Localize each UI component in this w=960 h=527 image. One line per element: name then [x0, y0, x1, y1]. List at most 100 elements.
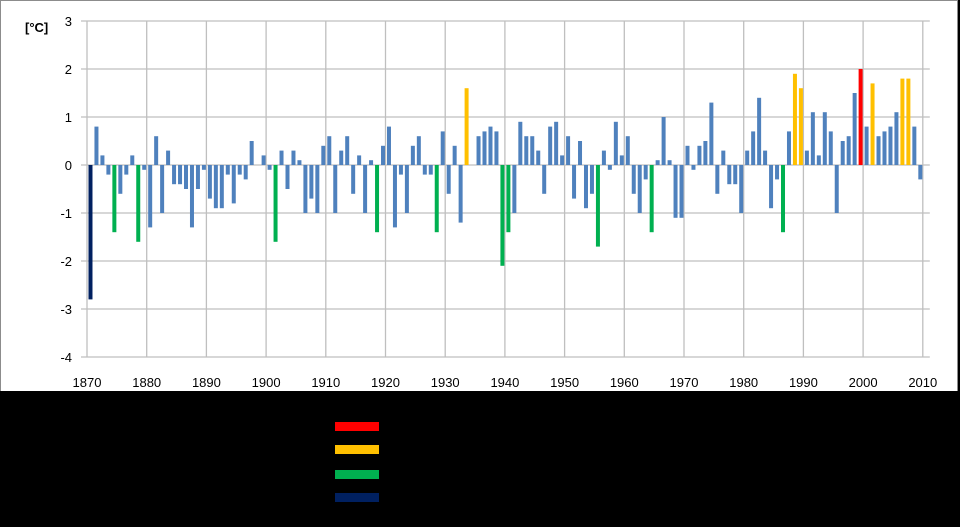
bar-1984 [763, 150, 768, 165]
bar-1911 [327, 136, 332, 165]
bar-1961 [625, 136, 630, 165]
bar-1892 [213, 165, 218, 209]
bar-1944 [524, 136, 529, 165]
bar-1886 [178, 165, 183, 185]
gridlines [81, 20, 930, 358]
bar-1994 [822, 112, 827, 165]
bar-1974 [703, 141, 708, 165]
bar-1902 [273, 165, 278, 242]
x-tick-label: 2000 [849, 375, 878, 390]
bar-1915 [351, 165, 356, 194]
legend-swatch [335, 422, 379, 431]
bar-1913 [339, 150, 344, 165]
bar-1897 [243, 165, 248, 180]
bar-1928 [428, 165, 433, 175]
x-tick-label: 1990 [789, 375, 818, 390]
bar-1924 [404, 165, 409, 213]
bar-1878 [130, 155, 135, 165]
bar-1950 [560, 155, 565, 165]
x-tick-label: 1900 [252, 375, 281, 390]
bar-1968 [667, 160, 672, 165]
bar-1949 [554, 121, 559, 165]
bar-1880 [142, 165, 147, 170]
bar-1996 [834, 165, 839, 213]
bar-1988 [786, 131, 791, 165]
x-axis-ticks: 1870 1880 1890 1900 1910 1920 1930 1940 1950 1960… [73, 375, 938, 390]
bar-1956 [595, 165, 600, 247]
bar-1879 [136, 165, 141, 242]
x-tick-label: 1940 [490, 375, 519, 390]
bar-1904 [285, 165, 290, 189]
bar-1973 [697, 145, 702, 165]
bar-1888 [189, 165, 194, 228]
bar-1955 [589, 165, 594, 194]
bar-1943 [518, 121, 523, 165]
bar-1873 [100, 155, 105, 165]
bar-1995 [828, 131, 833, 165]
bar-1872 [94, 126, 99, 165]
bar-1978 [727, 165, 732, 185]
bar-1967 [661, 117, 666, 165]
bar-1964 [643, 165, 648, 180]
bar-2002 [870, 83, 875, 165]
legend-swatch [335, 470, 379, 479]
bar-1920 [381, 145, 386, 165]
bar-1976 [715, 165, 720, 194]
y-tick-label: -2 [60, 254, 72, 269]
bar-1908 [309, 165, 314, 199]
bar-1958 [607, 165, 612, 170]
chart-area: 3 2 1 0 -1 -2 -3 -4 1870 1880 1890 1900 1910 1920 193… [0, 0, 958, 391]
bar-1975 [709, 102, 714, 165]
bar-1887 [184, 165, 189, 189]
bar-1894 [225, 165, 230, 175]
bar-1896 [237, 165, 242, 175]
bar-1965 [649, 165, 654, 233]
bar-1917 [363, 165, 368, 213]
bar-1893 [219, 165, 224, 209]
bar-1889 [195, 165, 200, 189]
bar-1948 [548, 126, 553, 165]
bar-1972 [691, 165, 696, 170]
bar-2005 [888, 126, 893, 165]
bar-1981 [745, 150, 750, 165]
bar-1905 [291, 150, 296, 165]
y-tick-label: 2 [65, 62, 72, 77]
bar-1953 [578, 141, 583, 165]
bar-1990 [798, 88, 803, 165]
bar-1947 [542, 165, 547, 194]
y-axis-ticks: 3 2 1 0 -1 -2 -3 -4 [60, 14, 72, 365]
bar-1960 [619, 155, 624, 165]
bar-1909 [315, 165, 320, 213]
bar-1930 [440, 131, 445, 165]
bar-1881 [148, 165, 153, 228]
bar-1910 [321, 145, 326, 165]
bar-1918 [369, 160, 374, 165]
bar-1940 [500, 165, 505, 266]
y-tick-label: -3 [60, 302, 72, 317]
bar-1932 [452, 145, 457, 165]
bar-1923 [398, 165, 403, 175]
bar-1875 [112, 165, 117, 233]
bar-1895 [231, 165, 236, 204]
y-tick-label: 3 [65, 14, 72, 29]
bar-1903 [279, 150, 284, 165]
y-tick-label: 1 [65, 110, 72, 125]
bar-2006 [894, 112, 899, 165]
bar-1885 [172, 165, 177, 185]
bar-1929 [434, 165, 439, 233]
bar-1992 [810, 112, 815, 165]
bar-2001 [864, 126, 869, 165]
bar-1989 [792, 73, 797, 165]
bar-1986 [775, 165, 780, 180]
legend-swatch [335, 445, 379, 454]
bar-1982 [751, 131, 756, 165]
bar-1952 [572, 165, 577, 199]
x-tick-label: 1980 [729, 375, 758, 390]
bar-2008 [906, 78, 911, 165]
bar-1907 [303, 165, 308, 213]
bar-1925 [410, 145, 415, 165]
bar-1882 [154, 136, 159, 165]
y-tick-label: 0 [65, 158, 72, 173]
bar-1926 [416, 136, 421, 165]
legend-swatch [335, 493, 379, 502]
